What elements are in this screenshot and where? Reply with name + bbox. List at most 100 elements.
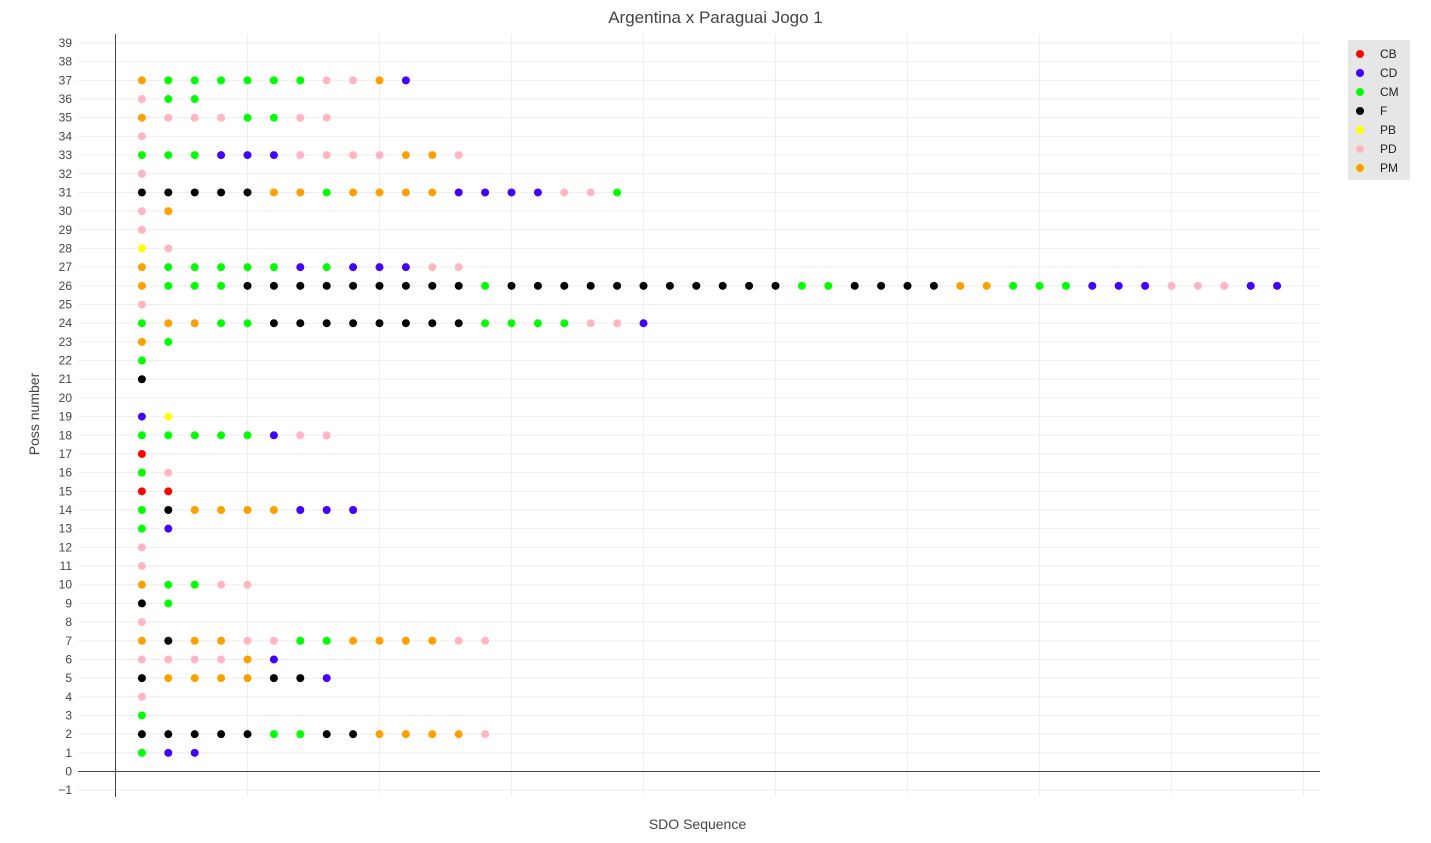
y-tick-labels: −101234567891011121314151617181920212223… [58, 36, 72, 797]
data-point [190, 506, 199, 514]
data-point [137, 562, 146, 571]
data-point [243, 113, 252, 122]
data-point [613, 188, 622, 197]
data-point [560, 281, 569, 290]
data-point [164, 580, 173, 589]
data-point [1220, 281, 1229, 290]
data-point [217, 506, 226, 514]
data-point [190, 431, 199, 440]
data-point [137, 244, 146, 253]
data-point [243, 281, 252, 290]
data-point [428, 188, 437, 197]
data-point [428, 319, 437, 328]
data-point [137, 169, 146, 178]
data-point [137, 636, 146, 645]
data-point [217, 113, 226, 122]
data-point [639, 319, 648, 328]
data-point [718, 281, 727, 290]
data-point [137, 655, 146, 664]
data-point [190, 319, 199, 328]
legend-swatch [1356, 49, 1364, 58]
data-point [243, 730, 252, 739]
data-point [349, 319, 358, 328]
legend-item-f[interactable]: F [1356, 101, 1387, 120]
y-tick-label: 10 [59, 578, 73, 592]
data-point [164, 188, 173, 197]
data-point [322, 188, 331, 197]
data-point [137, 207, 146, 216]
data-point [349, 188, 358, 197]
data-point [929, 281, 938, 290]
data-point [692, 281, 701, 290]
legend-item-cd[interactable]: CD [1356, 63, 1397, 82]
data-point [322, 636, 331, 645]
data-point [269, 506, 278, 514]
data-point [137, 281, 146, 290]
data-point [454, 319, 463, 328]
data-point [137, 188, 146, 197]
data-point [164, 281, 173, 290]
data-point [137, 618, 146, 627]
data-point [269, 655, 278, 664]
data-point [164, 748, 173, 757]
data-point [586, 188, 595, 197]
data-point [269, 263, 278, 272]
data-point [296, 730, 305, 739]
y-tick-label: 16 [59, 466, 73, 480]
data-point [613, 319, 622, 328]
legend-item-pm[interactable]: PM [1356, 158, 1398, 177]
legend-item-cb[interactable]: CB [1356, 44, 1397, 63]
data-point [190, 188, 199, 197]
data-point [137, 263, 146, 272]
data-point [349, 263, 358, 272]
data-point [137, 674, 146, 683]
data-point [217, 188, 226, 197]
data-point [137, 487, 146, 496]
data-point [137, 506, 146, 514]
data-point [877, 281, 886, 290]
data-point [533, 319, 542, 328]
axis-layer [78, 34, 1320, 797]
legend-label: PB [1380, 122, 1397, 137]
data-point [269, 319, 278, 328]
y-tick-label: 22 [59, 354, 73, 368]
data-point [639, 281, 648, 290]
legend-item-pb[interactable]: PB [1356, 120, 1396, 139]
data-point [137, 468, 146, 477]
y-tick-label: 29 [59, 223, 73, 237]
data-point [217, 655, 226, 664]
data-point [349, 730, 358, 739]
data-point [322, 263, 331, 272]
data-point [137, 375, 146, 384]
data-point [771, 281, 780, 290]
data-point [190, 748, 199, 757]
y-tick-label: 9 [65, 596, 72, 610]
data-point [1141, 281, 1150, 290]
y-tick-label: 39 [59, 36, 73, 50]
y-tick-label: 31 [59, 185, 73, 199]
data-point [507, 319, 516, 328]
data-point [190, 674, 199, 683]
data-point [322, 151, 331, 160]
data-point [137, 225, 146, 234]
y-axis-title: Poss number [26, 372, 42, 456]
data-point [137, 76, 146, 85]
data-point [190, 636, 199, 645]
data-point [507, 281, 516, 290]
data-point [1167, 281, 1176, 290]
legend-item-cm[interactable]: CM [1356, 82, 1399, 101]
data-point [322, 319, 331, 328]
legend[interactable]: CB CD CM F PB PD PM [1348, 40, 1410, 180]
legend-item-pd[interactable]: PD [1356, 139, 1397, 158]
data-point [243, 580, 252, 589]
data-point [322, 730, 331, 739]
y-tick-label: 34 [59, 129, 73, 143]
y-tick-label: 23 [59, 335, 73, 349]
data-point [401, 281, 410, 290]
data-point [190, 730, 199, 739]
data-point [428, 730, 437, 739]
data-point [164, 599, 173, 608]
y-tick-label: 1 [65, 746, 72, 760]
data-point [296, 506, 305, 514]
data-point [137, 580, 146, 589]
